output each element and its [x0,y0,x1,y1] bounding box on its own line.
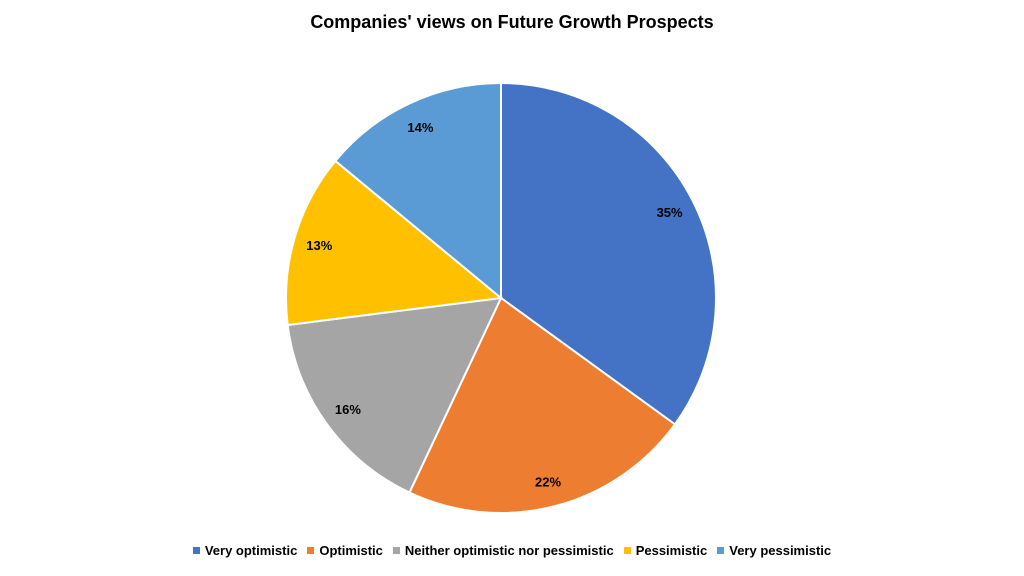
legend-swatch [717,547,725,554]
chart-title: Companies' views on Future Growth Prospe… [310,12,714,32]
legend-label: Neither optimistic nor pessimistic [404,543,614,558]
legend-swatch [307,547,315,554]
legend-label: Optimistic [319,543,383,558]
legend-item: Pessimistic [623,543,708,558]
data-label: 35% [657,205,683,220]
legend-item: Optimistic [307,543,383,558]
legend-label: Pessimistic [635,543,708,558]
data-label: 22% [535,474,561,489]
pie-slice-very-optimistic [500,81,717,426]
legend-swatch [192,547,200,554]
legend-item: Neither optimistic nor pessimistic [392,543,614,558]
data-label: 13% [306,238,332,253]
pie-slice-very-pessimistic [333,81,502,301]
pie-slice-neither-optimistic-nor-pessimistic [286,296,503,494]
legend-swatch [392,547,400,554]
data-label: 16% [335,402,361,417]
data-label: 14% [407,120,433,135]
legend: Very optimistic Optimistic Neither optimis… [0,543,1024,558]
legend-label: Very pessimistic [729,543,832,558]
pie-slice-pessimistic [285,159,504,327]
legend-item: Very pessimistic [717,543,831,558]
legend-swatch [623,547,631,554]
legend-item: Very optimistic [192,543,298,558]
legend-label: Very optimistic [204,543,298,558]
